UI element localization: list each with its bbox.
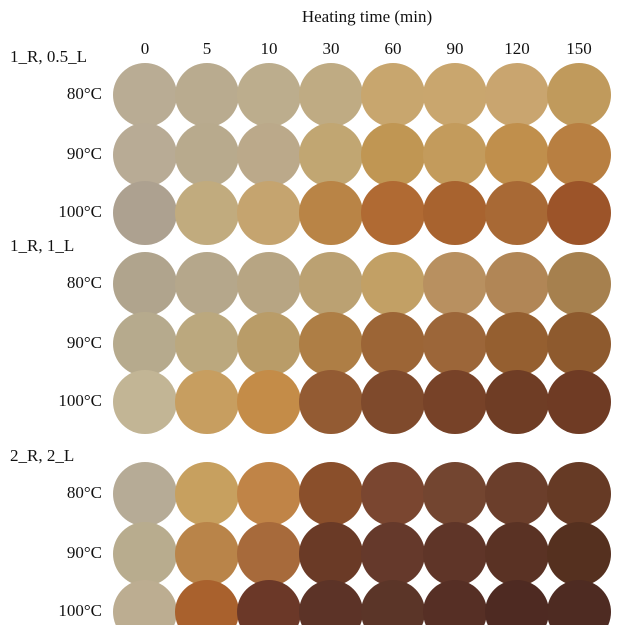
column-header: 120	[504, 39, 530, 58]
sample-swatch	[299, 123, 363, 187]
sample-swatch	[113, 123, 177, 187]
column-header: 30	[323, 39, 340, 58]
sample-swatch	[485, 370, 549, 434]
group-label: 1_R, 0.5_L	[10, 47, 87, 66]
sample-swatch	[175, 63, 239, 127]
column-header: 0	[141, 39, 150, 58]
sample-swatch	[299, 252, 363, 316]
sample-swatch	[237, 123, 301, 187]
sample-swatch	[361, 312, 425, 376]
sample-swatch	[237, 522, 301, 586]
sample-swatch	[423, 580, 487, 625]
row-label: 100°C	[58, 202, 102, 221]
sample-swatch	[113, 181, 177, 245]
figure: Heating time (min) 0 5 10 30 60 90 120 150 1_R, …	[0, 0, 624, 625]
sample-swatch	[485, 181, 549, 245]
sample-swatch	[547, 123, 611, 187]
sample-swatch	[423, 522, 487, 586]
sample-swatch	[113, 370, 177, 434]
sample-swatch	[485, 63, 549, 127]
sample-swatch	[113, 522, 177, 586]
sample-swatch	[423, 63, 487, 127]
sample-swatch	[361, 522, 425, 586]
sample-swatch	[361, 580, 425, 625]
sample-swatch	[175, 181, 239, 245]
sample-swatch	[485, 580, 549, 625]
sample-swatch	[547, 580, 611, 625]
sample-swatch	[237, 370, 301, 434]
sample-swatch	[237, 312, 301, 376]
row-label: 90°C	[67, 144, 102, 163]
sample-swatch	[113, 63, 177, 127]
sample-swatch	[423, 370, 487, 434]
sample-swatch	[175, 123, 239, 187]
group-label: 1_R, 1_L	[10, 236, 74, 255]
sample-swatch	[175, 370, 239, 434]
sample-swatch	[361, 370, 425, 434]
sample-swatch	[299, 63, 363, 127]
sample-swatch	[361, 63, 425, 127]
sample-swatch	[237, 462, 301, 526]
sample-swatch	[485, 252, 549, 316]
sample-swatch	[361, 252, 425, 316]
row-label: 90°C	[67, 333, 102, 352]
sample-swatch	[423, 462, 487, 526]
sample-swatch	[299, 522, 363, 586]
sample-swatch	[299, 462, 363, 526]
sample-swatch	[237, 63, 301, 127]
sample-swatch	[423, 123, 487, 187]
sample-swatch	[237, 181, 301, 245]
column-header: 5	[203, 39, 212, 58]
sample-swatch	[113, 580, 177, 625]
sample-swatch	[547, 63, 611, 127]
group-label: 2_R, 2_L	[10, 446, 74, 465]
sample-swatch	[175, 462, 239, 526]
sample-swatch	[423, 181, 487, 245]
row-label: 100°C	[58, 391, 102, 410]
sample-swatch	[175, 252, 239, 316]
sample-swatch	[485, 462, 549, 526]
sample-swatch	[113, 252, 177, 316]
column-header: 10	[261, 39, 278, 58]
row-label: 100°C	[58, 601, 102, 620]
sample-swatch	[299, 181, 363, 245]
figure-title: Heating time (min)	[302, 7, 432, 26]
sample-swatch	[175, 522, 239, 586]
sample-swatch	[113, 462, 177, 526]
row-label: 90°C	[67, 543, 102, 562]
row-label: 80°C	[67, 273, 102, 292]
sample-swatch	[485, 522, 549, 586]
sample-swatch	[547, 312, 611, 376]
sample-swatch	[361, 462, 425, 526]
column-header: 60	[385, 39, 402, 58]
sample-swatch	[299, 312, 363, 376]
sample-swatch	[485, 123, 549, 187]
row-label: 80°C	[67, 84, 102, 103]
sample-swatch	[237, 252, 301, 316]
sample-swatch	[361, 181, 425, 245]
sample-swatch	[237, 580, 301, 625]
sample-swatch	[485, 312, 549, 376]
sample-swatch	[547, 252, 611, 316]
row-label: 80°C	[67, 483, 102, 502]
sample-swatch	[113, 312, 177, 376]
sample-swatch	[299, 580, 363, 625]
column-header: 90	[447, 39, 464, 58]
sample-swatch	[547, 181, 611, 245]
sample-swatch	[361, 123, 425, 187]
sample-swatch	[175, 580, 239, 625]
sample-swatch	[175, 312, 239, 376]
sample-swatch	[423, 252, 487, 316]
sample-swatch	[547, 522, 611, 586]
column-header: 150	[566, 39, 592, 58]
sample-swatch	[547, 462, 611, 526]
sample-swatch	[547, 370, 611, 434]
sample-swatch	[423, 312, 487, 376]
sample-swatch	[299, 370, 363, 434]
